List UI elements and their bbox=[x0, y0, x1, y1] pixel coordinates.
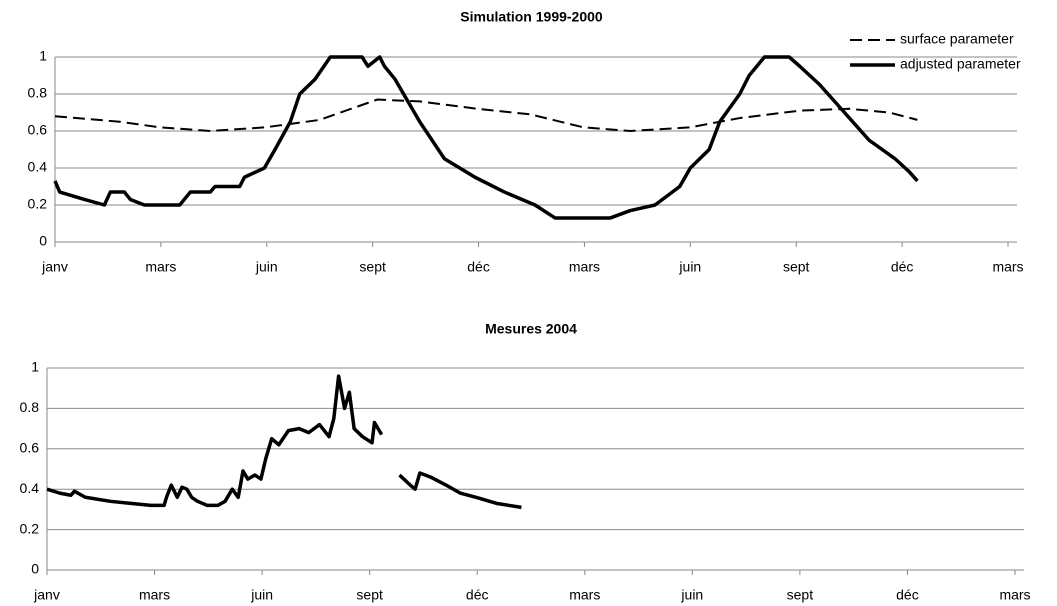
x-tick-label: juin bbox=[678, 259, 701, 275]
x-tick-label: juin bbox=[250, 587, 273, 603]
x-tick-label: janv bbox=[33, 587, 60, 603]
y-tick-label: 0.8 bbox=[20, 399, 40, 415]
x-tick-label: mars bbox=[569, 259, 600, 275]
y-tick-label: 0.2 bbox=[28, 196, 48, 212]
y-tick-label: 0.8 bbox=[28, 85, 48, 101]
data-line bbox=[54, 98, 918, 132]
y-tick-label: 0.6 bbox=[28, 122, 48, 138]
x-tick-label: déc bbox=[896, 587, 919, 603]
x-tick-label: déc bbox=[891, 259, 914, 275]
y-tick-label: 1 bbox=[39, 48, 47, 64]
x-tick-label: déc bbox=[467, 259, 490, 275]
data-line bbox=[53, 55, 919, 220]
chart-title: Simulation 1999-2000 bbox=[460, 9, 603, 25]
x-tick-label: juin bbox=[255, 259, 278, 275]
y-tick-label: 0.4 bbox=[28, 159, 48, 175]
x-tick-label: janv bbox=[41, 259, 68, 275]
y-tick-label: 1 bbox=[31, 359, 39, 375]
legend-label: surface parameter bbox=[900, 31, 1014, 47]
x-tick-label: juin bbox=[680, 587, 703, 603]
x-tick-label: sept bbox=[356, 587, 383, 603]
legend-label: adjusted parameter bbox=[900, 56, 1021, 72]
y-tick-label: 0 bbox=[31, 561, 39, 577]
x-tick-label: mars bbox=[999, 587, 1030, 603]
x-tick-label: sept bbox=[783, 259, 810, 275]
chart-title: Mesures 2004 bbox=[485, 321, 577, 337]
y-tick-label: 0 bbox=[39, 233, 47, 249]
x-tick-label: mars bbox=[569, 587, 600, 603]
x-tick-label: sept bbox=[359, 259, 386, 275]
x-tick-label: sept bbox=[787, 587, 814, 603]
data-line bbox=[46, 374, 522, 510]
x-tick-label: déc bbox=[466, 587, 489, 603]
y-tick-label: 0.2 bbox=[20, 520, 40, 536]
x-tick-label: mars bbox=[139, 587, 170, 603]
y-tick-label: 0.4 bbox=[20, 480, 40, 496]
y-tick-label: 0.6 bbox=[20, 440, 40, 456]
x-tick-label: mars bbox=[992, 259, 1023, 275]
x-tick-label: mars bbox=[145, 259, 176, 275]
